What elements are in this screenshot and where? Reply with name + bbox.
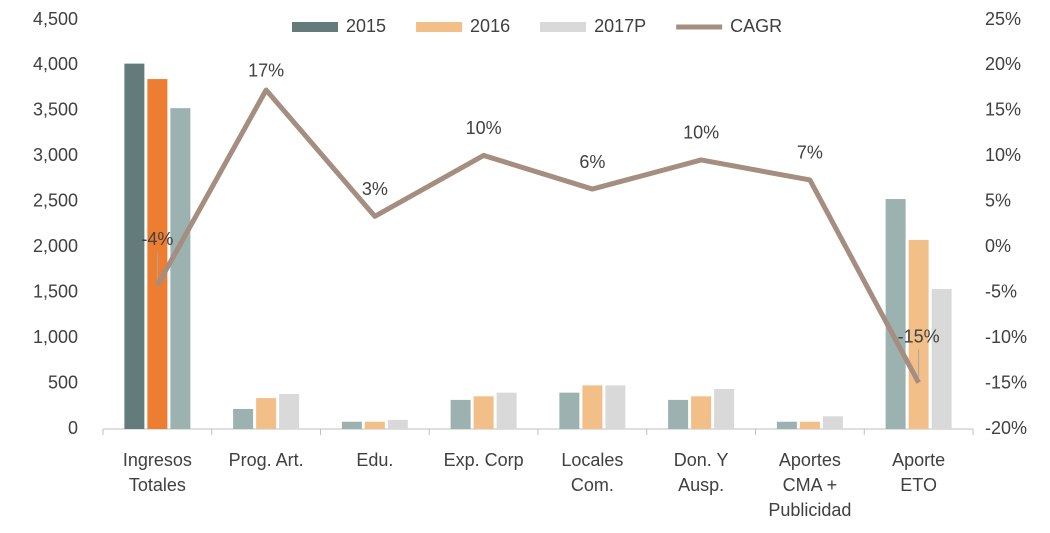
y2-tick-label: 25% [985,9,1021,29]
legend-swatch [540,22,587,32]
data-label: -15% [898,326,940,346]
bar [496,392,517,429]
y2-tick-label: -20% [985,418,1027,438]
data-label: -4% [141,229,173,249]
x-tick-label: Aportes CMA + Publicidad [768,450,852,520]
bar [582,385,603,429]
bar [387,419,408,429]
data-label: 10% [683,123,719,143]
bar [885,199,906,429]
y2-tick-label: 5% [985,191,1011,211]
bar [822,416,843,429]
y-tick-label: 3,000 [33,145,78,165]
bar [341,421,362,429]
y-tick-label: 2,500 [33,191,78,211]
y-tick-label: 0 [68,418,78,438]
bar [279,394,300,429]
bar [931,289,952,429]
y-tick-label: 2,000 [33,236,78,256]
bar [170,108,191,429]
y-tick-label: 1,000 [33,327,78,347]
bar [473,396,494,429]
bar [559,392,580,429]
bar [714,389,735,429]
bar [256,398,277,429]
legend-swatch [292,22,338,32]
y2-tick-label: -10% [985,327,1027,347]
y2-tick-label: 10% [985,145,1021,165]
bar [605,385,626,429]
bar [233,409,254,429]
x-tick-label: Exp. Corp [443,450,524,470]
bar [124,63,145,429]
y2-tick-label: 0% [985,236,1011,256]
x-tick-label: Edu. [356,450,394,470]
x-tick-label: Prog. Art. [228,450,304,470]
y-tick-label: 4,000 [33,54,78,74]
bar [691,396,712,429]
y2-tick-label: -5% [985,281,1017,301]
y2-tick-label: 15% [985,100,1021,120]
bar [668,399,689,429]
y2-tick-label: -15% [985,372,1027,392]
y-tick-label: 500 [48,372,78,392]
legend-label: 2015 [346,16,386,36]
data-label: 7% [797,143,823,163]
line [155,87,921,384]
legend-label: 2016 [470,16,510,36]
x-tick-label: Locales Com. [561,450,624,495]
legend-label: 2017P [594,16,646,36]
legend-swatch [416,22,463,32]
x-tick-label: Aporte ETO [892,450,946,495]
bar [364,421,385,429]
y-tick-label: 3,500 [33,100,78,120]
data-label: 10% [466,118,502,138]
y-tick-label: 1,500 [33,281,78,301]
bar [450,399,471,429]
legend-label: CAGR [730,16,782,36]
x-tick-label: Ingresos Totales [122,450,192,495]
bar [908,239,929,429]
x-tick-label: Don. Y Ausp. [673,450,729,495]
data-label: 6% [579,152,605,172]
y-tick-label: 4,500 [33,9,78,29]
y2-tick-label: 20% [985,54,1021,74]
data-label: 17% [248,61,284,81]
bar [776,421,797,429]
data-label: 3% [362,179,388,199]
bar [799,421,820,429]
